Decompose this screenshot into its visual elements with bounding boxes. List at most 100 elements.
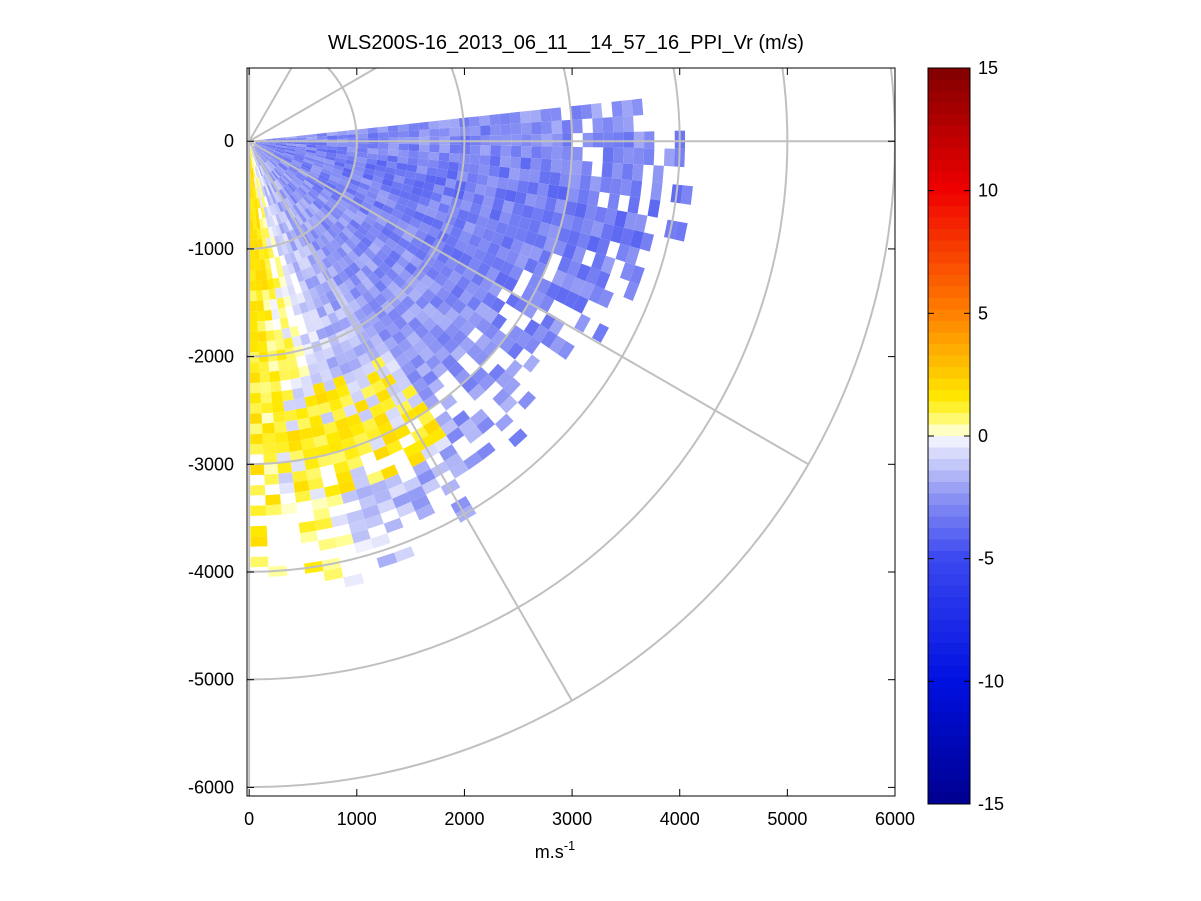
velocity-cell-5 (306, 133, 317, 138)
velocity-cell-1008 (440, 478, 461, 496)
velocity-cell-218 (559, 172, 571, 188)
velocity-cell-1382 (252, 219, 257, 230)
velocity-cell-1170 (280, 243, 289, 255)
velocity-cell-452 (528, 245, 544, 262)
velocity-cell-683 (388, 249, 402, 263)
velocity-cell-860 (419, 346, 435, 363)
velocity-cell-559 (494, 271, 510, 287)
velocity-cell-1095 (289, 240, 298, 252)
velocity-cell-1084 (415, 503, 436, 521)
velocity-cell-824 (421, 331, 437, 347)
x-tick-label: 4000 (660, 809, 700, 829)
velocity-cell-968 (428, 427, 447, 444)
velocity-cell-1338 (300, 530, 319, 544)
velocity-cell-45 (347, 134, 358, 139)
velocity-cell-632 (557, 340, 575, 360)
velocity-cell-257 (536, 183, 550, 197)
radial--60 (248, 140, 573, 702)
velocity-cell-457 (585, 267, 601, 286)
velocity-cell-522 (481, 252, 496, 267)
colorbar-tick-label: 15 (978, 58, 998, 78)
velocity-cell-818 (380, 287, 395, 301)
velocity-cell-1067 (331, 320, 344, 334)
velocity-cell-1333 (290, 460, 306, 473)
velocity-cell-125 (398, 143, 409, 151)
velocity-cell-1216 (307, 362, 320, 376)
velocity-cell-293 (524, 193, 537, 208)
velocity-cell-105 (603, 132, 614, 148)
velocity-cell-123 (378, 143, 389, 150)
velocity-cell-717 (383, 255, 397, 269)
velocity-cell-803 (280, 175, 289, 185)
velocity-cell-883 (361, 290, 375, 304)
velocity-cell-728 (475, 333, 492, 351)
velocity-cell-830 (461, 376, 479, 394)
velocity-cell-1219 (315, 392, 329, 405)
velocity-cell-1152 (349, 422, 366, 437)
velocity-cell-1230 (346, 509, 365, 524)
velocity-cell-486 (496, 245, 510, 261)
velocity-cell-1358 (265, 330, 275, 342)
velocity-cell-1076 (369, 403, 385, 418)
velocity-cell-946 (311, 240, 321, 252)
velocity-cell-1201 (258, 176, 263, 188)
velocity-cell-714 (360, 236, 373, 248)
velocity-cell-1353 (261, 279, 269, 291)
velocity-cell-888 (391, 330, 407, 345)
velocity-cell-671 (293, 175, 304, 185)
velocity-cell-421 (619, 262, 635, 282)
velocity-cell-502 (300, 165, 311, 173)
velocity-cell-530 (563, 291, 580, 309)
velocity-cell-516 (427, 226, 441, 239)
velocity-cell-21 (469, 116, 481, 127)
velocity-cell-585 (419, 241, 433, 254)
velocity-cell-557 (476, 261, 491, 277)
velocity-cell-1072 (352, 366, 367, 381)
velocity-cell-1383 (253, 229, 258, 240)
velocity-cell-1345 (254, 198, 258, 209)
velocity-cell-1071 (348, 357, 362, 372)
velocity-cell-690 (443, 292, 459, 308)
velocity-cell-528 (545, 282, 561, 300)
velocity-cell-259 (557, 185, 570, 201)
velocity-cell-353 (313, 159, 325, 166)
velocity-cell-359 (372, 175, 384, 184)
velocity-cell-565 (592, 323, 609, 343)
velocity-cell-1376 (249, 157, 252, 169)
velocity-cell-43 (327, 135, 338, 140)
velocity-cell-22 (479, 115, 491, 126)
velocity-cell-938 (268, 172, 276, 182)
velocity-cell-923 (383, 336, 398, 351)
colorbar-tick-label: 10 (978, 181, 998, 201)
velocity-cell-1352 (260, 269, 268, 281)
velocity-cell-1111 (350, 389, 365, 404)
velocity-cell-304 (634, 213, 648, 233)
velocity-cell-1257 (308, 414, 323, 428)
velocity-cell-456 (576, 263, 592, 282)
velocity-cell-1166 (269, 205, 276, 216)
velocity-cell-791 (429, 324, 445, 340)
velocity-cell-773 (302, 195, 313, 206)
velocity-cell-269 (285, 148, 296, 152)
velocity-cell-1290 (295, 407, 309, 420)
y-tick-label: -5000 (188, 670, 234, 690)
velocity-cell-1032 (348, 334, 362, 349)
velocity-cell-648 (376, 232, 390, 244)
velocity-cell-807 (307, 205, 317, 216)
velocity-cell-1372 (278, 472, 294, 484)
velocity-cell-950 (332, 274, 344, 287)
velocity-cell-139 (541, 146, 553, 160)
velocity-cell-1167 (272, 214, 279, 226)
velocity-cell-440 (415, 203, 428, 215)
velocity-cell-215 (528, 169, 541, 183)
velocity-cell-712 (345, 223, 357, 235)
velocity-cell-960 (385, 359, 401, 374)
velocity-cell-409 (485, 218, 499, 232)
velocity-cell-500 (282, 156, 293, 163)
velocity-cell-132 (470, 145, 481, 155)
velocity-cell-126 (408, 144, 420, 152)
velocity-cell-661 (483, 307, 499, 324)
velocity-cell-355 (333, 164, 345, 172)
velocity-cell-1109 (342, 371, 357, 385)
velocity-cell-1198 (376, 552, 398, 569)
